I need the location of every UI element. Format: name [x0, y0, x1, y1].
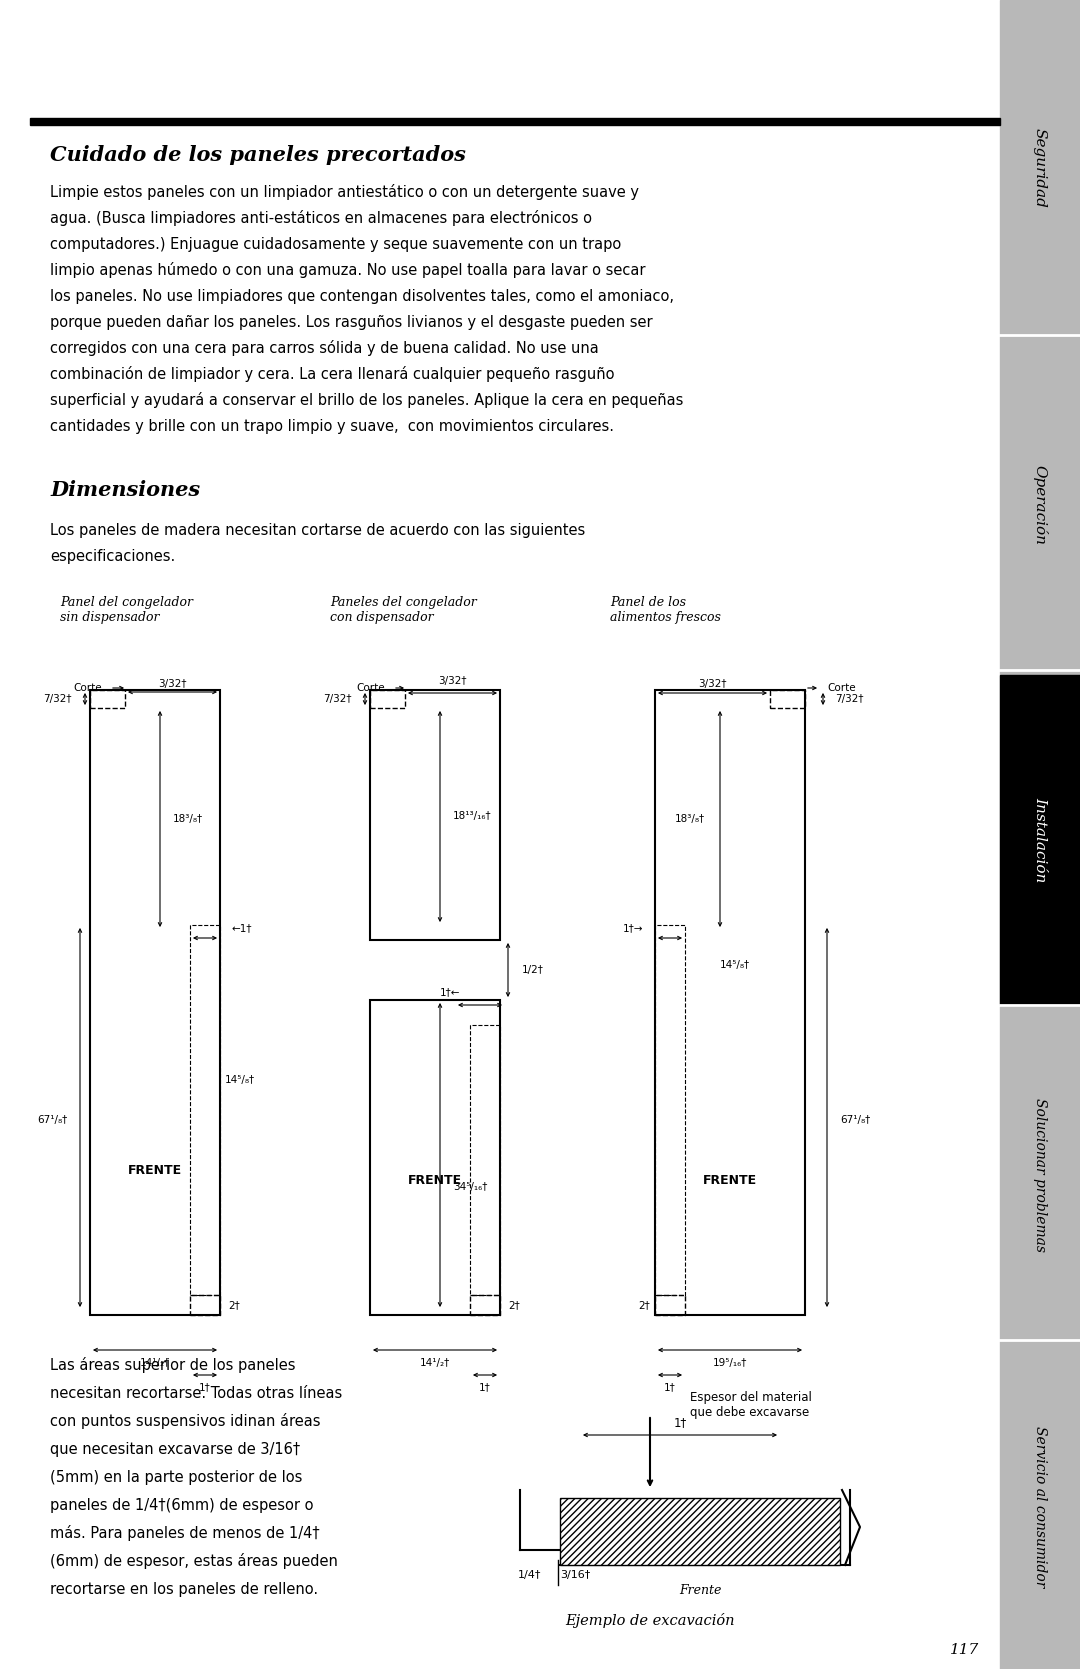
Text: 1†→: 1†→: [622, 923, 643, 933]
Text: 14⁵/₈†: 14⁵/₈†: [225, 1075, 255, 1085]
Text: 67¹/₈†: 67¹/₈†: [840, 1115, 870, 1125]
Text: 1†←: 1†←: [440, 986, 460, 996]
Text: (5mm) en la parte posterior de los: (5mm) en la parte posterior de los: [50, 1469, 302, 1484]
Bar: [654, 1295, 685, 1315]
Text: paneles de 1/4†(6mm) de espesor o: paneles de 1/4†(6mm) de espesor o: [50, 1497, 313, 1512]
Bar: [1000, 674, 1080, 1005]
Text: 7/32†: 7/32†: [324, 694, 352, 704]
Text: 3/32†: 3/32†: [698, 679, 726, 689]
Text: Las áreas superior de los paneles: Las áreas superior de los paneles: [50, 1357, 296, 1374]
Text: FRENTE: FRENTE: [127, 1163, 183, 1177]
Text: más. Para paneles de menos de 1/4†: más. Para paneles de menos de 1/4†: [50, 1525, 320, 1540]
Text: Instalación: Instalación: [1032, 798, 1047, 883]
Bar: [370, 689, 500, 940]
Text: 14¹/₂†: 14¹/₂†: [420, 1359, 450, 1369]
Bar: [561, 1499, 840, 1566]
Text: corregidos con una cera para carros sólida y de buena calidad. No use una: corregidos con una cera para carros sóli…: [50, 340, 598, 355]
Text: 1/2†: 1/2†: [522, 965, 544, 975]
Text: Los paneles de madera necesitan cortarse de acuerdo con las siguientes: Los paneles de madera necesitan cortarse…: [50, 522, 585, 537]
Text: 19⁵/₁₆†: 19⁵/₁₆†: [713, 1359, 747, 1369]
Bar: [90, 689, 220, 1315]
Bar: [654, 925, 685, 1295]
Text: limpio apenas húmedo o con una gamuza. No use papel toalla para lavar o secar: limpio apenas húmedo o con una gamuza. N…: [50, 262, 646, 279]
Text: Corte: Corte: [73, 683, 102, 693]
Text: 3/32†: 3/32†: [158, 679, 186, 689]
Bar: [470, 1025, 500, 1295]
Bar: [770, 689, 805, 708]
Text: con puntos suspensivos idinan áreas: con puntos suspensivos idinan áreas: [50, 1414, 321, 1429]
Text: Espesor del material
que debe excavarse: Espesor del material que debe excavarse: [690, 1390, 812, 1419]
Text: los paneles. No use limpiadores que contengan disolventes tales, como el amoniac: los paneles. No use limpiadores que cont…: [50, 289, 674, 304]
Text: 7/32†: 7/32†: [835, 694, 864, 704]
Text: recortarse en los paneles de relleno.: recortarse en los paneles de relleno.: [50, 1582, 319, 1597]
Text: 3/16†: 3/16†: [559, 1571, 590, 1581]
Text: combinación de limpiador y cera. La cera llenará cualquier pequeño rasguño: combinación de limpiador y cera. La cera…: [50, 366, 615, 382]
Text: 34⁵/₁₆†: 34⁵/₁₆†: [453, 1182, 487, 1192]
Text: Operación: Operación: [1032, 466, 1048, 546]
Text: 7/32†: 7/32†: [43, 694, 72, 704]
Text: Seguridad: Seguridad: [1032, 127, 1047, 207]
Bar: [654, 689, 805, 1315]
Text: 1†: 1†: [480, 1382, 491, 1392]
Bar: [370, 689, 405, 708]
Text: 1†: 1†: [199, 1382, 211, 1392]
Text: 18³/₈†: 18³/₈†: [173, 814, 203, 824]
Bar: [370, 1000, 500, 1315]
Text: Paneles del congelador
con dispensador: Paneles del congelador con dispensador: [330, 596, 476, 624]
Text: Limpie estos paneles con un limpiador antiestático o con un detergente suave y: Limpie estos paneles con un limpiador an…: [50, 184, 639, 200]
Text: (6mm) de espesor, estas áreas pueden: (6mm) de espesor, estas áreas pueden: [50, 1552, 338, 1569]
Text: Panel de los
alimentos frescos: Panel de los alimentos frescos: [610, 596, 720, 624]
Text: Corte: Corte: [356, 683, 384, 693]
Text: Solucionar problemas: Solucionar problemas: [1032, 1098, 1047, 1252]
Text: 67¹/₈†: 67¹/₈†: [38, 1115, 68, 1125]
Text: 1†: 1†: [664, 1382, 676, 1392]
Text: 2†: 2†: [638, 1300, 650, 1310]
Text: necesitan recortarse. Todas otras líneas: necesitan recortarse. Todas otras líneas: [50, 1385, 342, 1400]
Text: 14⁵/₈†: 14⁵/₈†: [720, 960, 751, 970]
Text: Frente: Frente: [679, 1584, 721, 1597]
Text: Corte: Corte: [827, 683, 855, 693]
Text: 14¹/₂†: 14¹/₂†: [140, 1359, 171, 1369]
Text: 2†: 2†: [228, 1300, 240, 1310]
Text: Ejemplo de excavación: Ejemplo de excavación: [565, 1612, 734, 1627]
Bar: [470, 1295, 500, 1315]
Text: FRENTE: FRENTE: [408, 1173, 462, 1187]
Text: 3/32†: 3/32†: [437, 676, 467, 686]
Text: 117: 117: [950, 1642, 980, 1657]
Bar: [90, 689, 125, 708]
Text: 1†: 1†: [673, 1417, 687, 1430]
Text: porque pueden dañar los paneles. Los rasguños livianos y el desgaste pueden ser: porque pueden dañar los paneles. Los ras…: [50, 314, 652, 329]
Text: especificaciones.: especificaciones.: [50, 549, 175, 564]
Text: agua. (Busca limpiadores anti-estáticos en almacenes para electrónicos o: agua. (Busca limpiadores anti-estáticos …: [50, 210, 592, 225]
Text: que necesitan excavarse de 3/16†: que necesitan excavarse de 3/16†: [50, 1442, 300, 1457]
Text: superficial y ayudará a conservar el brillo de los paneles. Aplique la cera en p: superficial y ayudará a conservar el bri…: [50, 392, 684, 407]
Text: FRENTE: FRENTE: [703, 1173, 757, 1187]
Text: 2†: 2†: [508, 1300, 519, 1310]
Text: 18¹³/₁₆†: 18¹³/₁₆†: [453, 811, 491, 821]
Bar: [30, 118, 1000, 125]
Text: Dimensiones: Dimensiones: [50, 481, 200, 501]
Text: Servicio al consumidor: Servicio al consumidor: [1032, 1427, 1047, 1587]
Text: Cuidado de los paneles precortados: Cuidado de los paneles precortados: [50, 145, 465, 165]
Bar: [190, 925, 220, 1295]
Text: ←1†: ←1†: [232, 923, 253, 933]
Text: Panel del congelador
sin dispensador: Panel del congelador sin dispensador: [60, 596, 193, 624]
Text: computadores.) Enjuague cuidadosamente y seque suavemente con un trapo: computadores.) Enjuague cuidadosamente y…: [50, 237, 621, 252]
Text: 18³/₈†: 18³/₈†: [675, 814, 705, 824]
Bar: [190, 1295, 220, 1315]
Text: cantidades y brille con un trapo limpio y suave,  con movimientos circulares.: cantidades y brille con un trapo limpio …: [50, 419, 615, 434]
Text: 1/4†: 1/4†: [518, 1571, 542, 1581]
Bar: [1000, 0, 1080, 1669]
